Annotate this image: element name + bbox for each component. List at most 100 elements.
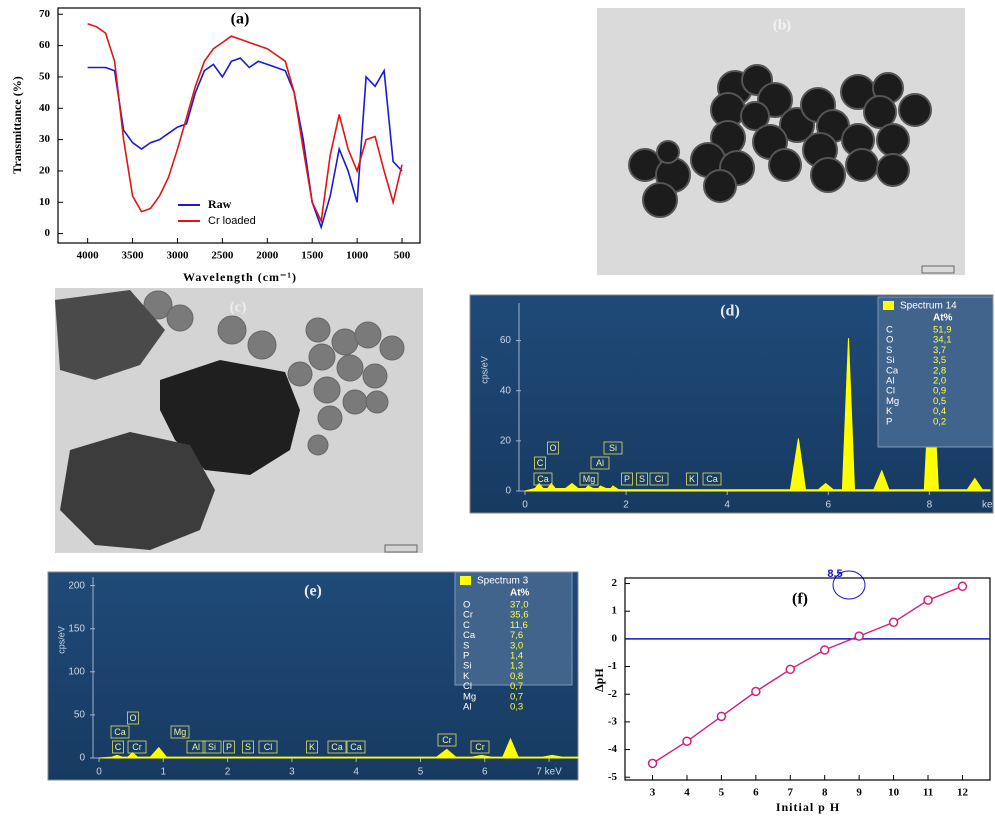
peak-tag: P (624, 474, 630, 484)
y-tick-label: 60 (39, 39, 51, 51)
x-tick-label: 6 (825, 500, 831, 511)
y-tick-label: -5 (608, 771, 618, 783)
x-axis-label: Wavelength (cm⁻¹) (183, 270, 297, 284)
legend-label: Cr loaded (208, 215, 256, 227)
x-tick-label: 2 (623, 500, 629, 511)
y-tick-label: 1 (612, 605, 618, 617)
annotation: 8.5 (827, 568, 842, 580)
peak-tag: Ca (706, 474, 718, 484)
peak-tag: P (226, 742, 232, 752)
panel-title: (e) (304, 583, 322, 600)
x-tick-label: 0 (522, 500, 528, 511)
y-tick-label: 20 (39, 164, 51, 176)
x-tick-label: 12 (957, 787, 969, 799)
x-tick-label: 3500 (122, 250, 145, 262)
x-unit: ke (982, 500, 993, 511)
peak-tag: S (639, 474, 645, 484)
y-axis-label: ∆pH (592, 668, 606, 692)
y-tick-label: 60 (500, 335, 512, 346)
peak-tag: Si (208, 742, 216, 752)
peak-tag: Ca (350, 742, 362, 752)
element: Al (463, 702, 471, 713)
y-tick-label: 100 (68, 666, 85, 677)
peak-tag: S (245, 742, 251, 752)
y-tick-label: -2 (608, 688, 618, 700)
y-tick-label: 10 (39, 196, 51, 208)
legend-swatch (883, 301, 894, 310)
panel-title: (f) (792, 591, 808, 608)
legend-title: Spectrum 14 (900, 301, 957, 312)
y-axis-label: cps/eV (479, 356, 489, 384)
y-tick-label: -1 (608, 660, 617, 672)
y-tick-label: 40 (39, 102, 51, 114)
y-tick-label: 20 (500, 436, 512, 447)
data-point (855, 632, 863, 640)
series-line (88, 58, 402, 227)
at-percent: 0,2 (933, 416, 946, 427)
peak-tag: K (309, 742, 315, 752)
x-tick-label: 3 (289, 767, 295, 778)
data-point (752, 687, 760, 695)
peak-tag: O (549, 443, 556, 453)
peak-tag: Cr (132, 742, 142, 752)
x-tick-label: 11 (923, 787, 933, 799)
x-tick-label: 5 (418, 767, 424, 778)
y-axis-label: Transmittance (%) (10, 76, 24, 173)
peak-tag: Mg (583, 474, 596, 484)
data-point (717, 712, 725, 720)
legend-swatch (460, 576, 471, 585)
peak-tag: Cl (655, 474, 664, 484)
peak-tag: O (129, 713, 136, 723)
y-tick-label: 50 (74, 710, 86, 721)
y-tick-label: 40 (500, 385, 512, 396)
x-tick-label: 4000 (77, 250, 100, 262)
x-tick-label: 6 (482, 767, 488, 778)
peak-tag: C (537, 458, 544, 468)
y-tick-label: 0 (79, 753, 85, 764)
x-tick-label: 3 (650, 787, 656, 799)
peak-tag: Cl (264, 742, 273, 752)
y-tick-label: 150 (68, 623, 85, 634)
tem-image-b (597, 8, 965, 275)
x-tick-label: 5 (719, 787, 725, 799)
peak-tag: C (115, 742, 122, 752)
y-tick-label: 0 (45, 227, 51, 239)
data-point (649, 759, 657, 767)
x-tick-label: 1 (161, 767, 167, 778)
data-point (821, 646, 829, 654)
panel-title: (d) (720, 303, 740, 320)
peak-tag: Al (596, 458, 604, 468)
y-tick-label: -4 (608, 743, 618, 755)
peak-tag: Ca (537, 474, 549, 484)
x-tick-label: 2 (225, 767, 231, 778)
peak-tag: Ca (114, 727, 126, 737)
data-point (683, 737, 691, 745)
peak-tag: Mg (174, 727, 187, 737)
x-tick-label: 500 (394, 250, 411, 262)
y-tick-label: -3 (608, 715, 618, 727)
data-point (924, 596, 932, 604)
x-tick-label: 2500 (211, 250, 234, 262)
y-tick-label: 50 (39, 70, 51, 82)
figure: (b) (c) 40003500300025002000150010005000… (0, 0, 995, 821)
legend-title: Spectrum 3 (477, 576, 529, 587)
x-tick-label: 4 (684, 787, 690, 799)
data-point (958, 582, 966, 590)
x-tick-label: 0 (96, 767, 102, 778)
y-tick-label: 200 (68, 580, 85, 591)
y-tick-label: 70 (39, 8, 51, 20)
peak-tag: Al (192, 742, 200, 752)
y-tick-label: 0 (505, 486, 511, 497)
plot-frame (58, 8, 420, 243)
peak-tag: Cr (442, 735, 452, 745)
peak-tag: Cr (475, 742, 485, 752)
at-percent: 0,3 (510, 702, 523, 713)
x-tick-label: 2000 (256, 250, 279, 262)
panel-title: (a) (231, 11, 250, 28)
series-line (653, 586, 963, 763)
x-tick-label: 3000 (166, 250, 189, 262)
peak-tag: Si (609, 443, 617, 453)
x-tick-label: 4 (724, 500, 730, 511)
plot-frame (625, 578, 990, 780)
legend-label: Raw (208, 197, 232, 211)
